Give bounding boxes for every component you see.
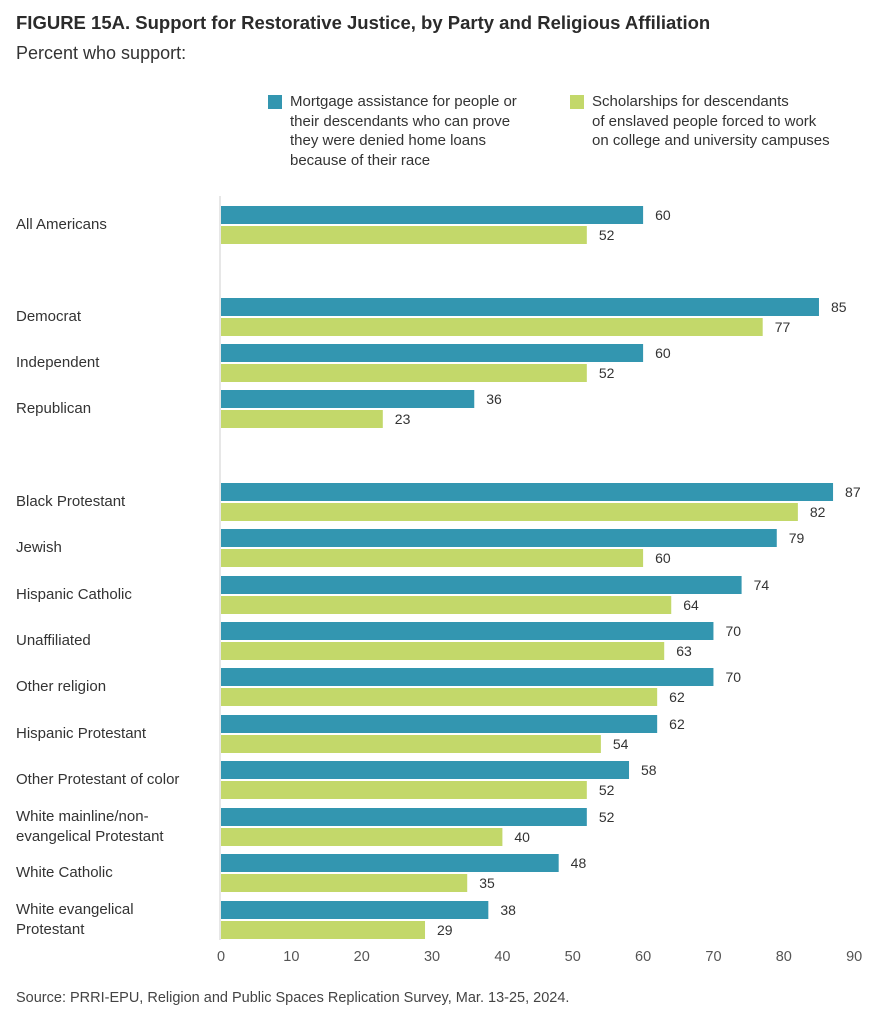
bar-scholarships	[221, 318, 763, 336]
data-label: 62	[669, 689, 685, 705]
data-label: 70	[725, 623, 741, 639]
data-label: 60	[655, 207, 671, 223]
category-label: Hispanic Catholic	[16, 586, 132, 603]
bar-mortgage	[221, 298, 819, 316]
bar-mortgage	[221, 344, 644, 362]
x-tick-label: 50	[565, 949, 581, 965]
data-label: 82	[810, 504, 826, 520]
category-label: Independent	[16, 354, 100, 371]
x-tick-label: 20	[354, 949, 370, 965]
category-label: Hispanic Protestant	[16, 725, 147, 742]
bar-scholarships	[221, 781, 587, 799]
category-label: White mainline/non-evangelical Protestan…	[16, 808, 164, 845]
data-label: 64	[683, 597, 699, 613]
data-label: 74	[754, 577, 770, 593]
category-label: White evangelical Protestant	[16, 901, 134, 938]
data-label: 52	[599, 227, 615, 243]
data-label: 35	[479, 875, 495, 891]
category-label: Democrat	[16, 308, 82, 325]
bar-scholarships	[221, 921, 426, 939]
bar-mortgage	[221, 622, 714, 640]
bar-scholarships	[221, 874, 468, 892]
source-note: Source: PRRI-EPU, Religion and Public Sp…	[16, 990, 570, 1006]
legend-label-scholarships: Scholarships for descendants of enslaved…	[592, 93, 830, 149]
data-label: 79	[789, 530, 805, 546]
data-label: 70	[725, 669, 741, 685]
bar-scholarships	[221, 688, 658, 706]
data-label: 58	[641, 762, 657, 778]
data-label: 63	[676, 643, 692, 659]
data-label: 54	[613, 736, 629, 752]
bar-mortgage	[221, 854, 559, 872]
bar-mortgage	[221, 668, 714, 686]
bar-mortgage	[221, 576, 742, 594]
bar-mortgage	[221, 483, 834, 501]
data-label: 85	[831, 299, 847, 315]
category-label: Other Protestant of color	[16, 771, 179, 788]
data-label: 48	[571, 855, 587, 871]
data-label: 52	[599, 365, 615, 381]
bar-mortgage	[221, 901, 489, 919]
bar-mortgage	[221, 715, 658, 733]
category-label: All Americans	[16, 216, 107, 233]
category-label: Jewish	[16, 539, 62, 556]
data-label: 36	[486, 391, 502, 407]
bar-scholarships	[221, 364, 587, 382]
data-label: 77	[775, 319, 791, 335]
bar-mortgage	[221, 529, 777, 547]
legend-swatch-mortgage	[268, 95, 282, 109]
x-tick-label: 80	[776, 949, 792, 965]
category-label: Black Protestant	[16, 493, 126, 510]
chart-title: FIGURE 15A. Support for Restorative Just…	[16, 12, 711, 33]
bar-scholarships	[221, 410, 383, 428]
bar-scholarships	[221, 503, 798, 521]
x-tick-label: 30	[424, 949, 440, 965]
data-label: 23	[395, 411, 411, 427]
bar-mortgage	[221, 206, 644, 224]
data-label: 40	[514, 829, 530, 845]
category-label: Other religion	[16, 678, 106, 695]
data-label: 52	[599, 782, 615, 798]
bar-scholarships	[221, 642, 665, 660]
bar-scholarships	[221, 596, 672, 614]
category-label: Republican	[16, 400, 91, 417]
bar-scholarships	[221, 828, 503, 846]
x-tick-label: 0	[217, 949, 225, 965]
data-label: 38	[500, 902, 516, 918]
data-label: 62	[669, 716, 685, 732]
legend-label-mortgage: Mortgage assistance for people or their …	[290, 93, 517, 169]
data-label: 29	[437, 922, 453, 938]
bar-scholarships	[221, 549, 644, 567]
legend-item-mortgage: Mortgage assistance for people or their …	[268, 92, 558, 170]
bar-scholarships	[221, 226, 587, 244]
bar-mortgage	[221, 761, 630, 779]
legend-swatch-scholarships	[570, 95, 584, 109]
category-label: Unaffiliated	[16, 632, 91, 649]
bar-scholarships	[221, 735, 601, 753]
x-tick-label: 10	[283, 949, 299, 965]
bar-mortgage	[221, 390, 475, 408]
chart-subtitle: Percent who support:	[16, 43, 187, 63]
data-label: 52	[599, 809, 615, 825]
data-label: 60	[655, 345, 671, 361]
x-tick-label: 40	[494, 949, 510, 965]
x-tick-label: 90	[846, 949, 862, 965]
x-tick-label: 70	[705, 949, 721, 965]
bar-mortgage	[221, 808, 587, 826]
data-label: 60	[655, 550, 671, 566]
x-tick-label: 60	[635, 949, 651, 965]
legend-item-scholarships: Scholarships for descendants of enslaved…	[570, 92, 870, 151]
data-label: 87	[845, 484, 861, 500]
category-label: White Catholic	[16, 864, 113, 881]
